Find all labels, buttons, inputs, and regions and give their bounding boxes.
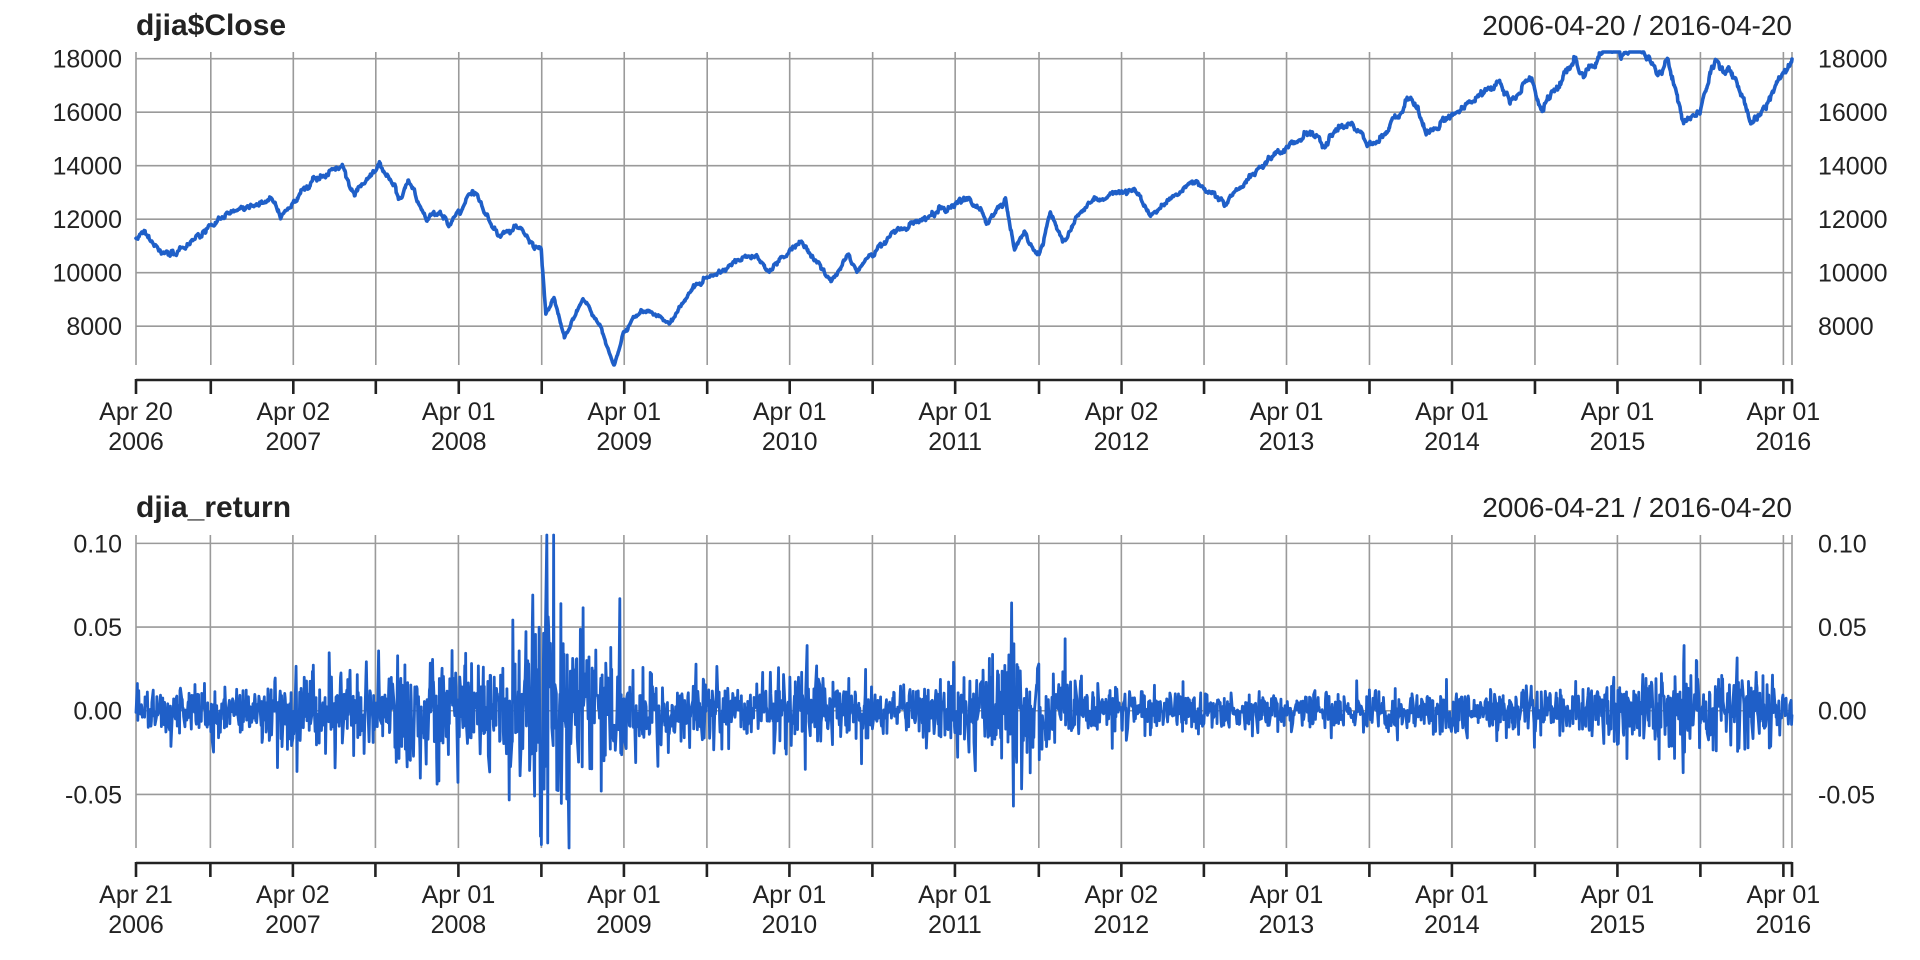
x-tick-label-year: 2009	[596, 428, 652, 456]
panel-2-left-y-axis: 0.10 0.05 0.00 -0.05	[65, 530, 122, 809]
series-line	[134, 50, 1794, 367]
y-tick-label-right: 0.00	[1818, 698, 1867, 726]
panel-2-right-y-axis: 0.10 0.05 0.00 -0.05	[1818, 530, 1875, 809]
y-tick-label-left: 18000	[52, 46, 122, 74]
panel-2-date-range: 2006-04-21 / 2016-04-20	[1482, 492, 1792, 523]
x-tick-label: Apr 01	[1250, 398, 1324, 426]
x-tick-label-year: 2012	[1094, 428, 1150, 456]
x-tick-label: Apr 01	[753, 881, 827, 909]
x-tick-label: Apr 01	[1581, 398, 1655, 426]
y-tick-label-right: 18000	[1818, 46, 1888, 74]
x-tick-label: Apr 01	[918, 881, 992, 909]
y-tick-label-left: 10000	[52, 260, 122, 288]
x-tick-label: Apr 01	[422, 881, 496, 909]
x-tick-label-year: 2014	[1424, 911, 1480, 939]
x-tick-label: Apr 01	[587, 398, 661, 426]
y-tick-label-left: 16000	[52, 99, 122, 127]
x-tick-label: Apr 01	[918, 398, 992, 426]
x-tick-label-year: 2013	[1259, 428, 1315, 456]
x-tick-label-year: 2013	[1259, 911, 1315, 939]
x-tick-label: Apr 01	[1415, 881, 1489, 909]
panel-return: djia_return 2006-04-21 / 2016-04-20 0.10…	[65, 491, 1875, 939]
panel-1-right-y-axis: 18000 16000 14000 12000 10000 8000	[1818, 46, 1888, 342]
panel-1-title: djia$Close	[136, 9, 286, 42]
y-tick-label-left: 0.10	[73, 530, 122, 558]
x-tick-label-year: 2011	[928, 911, 982, 939]
x-tick-label: Apr 02	[1085, 398, 1159, 426]
x-tick-label-year: 2007	[265, 911, 321, 939]
y-tick-label-right: 0.10	[1818, 530, 1867, 558]
x-tick-label-year: 2011	[928, 428, 982, 456]
x-tick-label: Apr 01	[1581, 881, 1655, 909]
y-tick-label-left: 12000	[52, 206, 122, 234]
y-tick-label-right: 8000	[1818, 313, 1874, 341]
x-tick-label-year: 2010	[762, 911, 818, 939]
panel-1-grid	[135, 52, 1793, 365]
series-line	[134, 533, 1794, 850]
y-tick-label-left: 0.00	[73, 698, 122, 726]
x-tick-label-year: 2015	[1590, 911, 1646, 939]
x-tick-label-year: 2006	[108, 911, 164, 939]
panel-1-left-y-axis: 18000 16000 14000 12000 10000 8000	[52, 46, 122, 342]
x-tick-label: Apr 01	[1415, 398, 1489, 426]
x-tick-label-year: 2008	[431, 911, 487, 939]
x-tick-label-year: 2007	[265, 428, 321, 456]
y-tick-label-right: 16000	[1818, 99, 1888, 127]
x-tick-label-year: 2010	[762, 428, 818, 456]
x-tick-label-year: 2012	[1094, 911, 1150, 939]
x-tick-label: Apr 01	[753, 398, 827, 426]
y-tick-label-left: -0.05	[65, 781, 122, 809]
x-tick-label: Apr 01	[422, 398, 496, 426]
y-tick-label-right: 10000	[1818, 260, 1888, 288]
x-tick-label-year: 2014	[1424, 428, 1480, 456]
x-tick-label: Apr 02	[256, 881, 330, 909]
y-tick-label-right: 14000	[1818, 153, 1888, 181]
panel-close: djia$Close 2006-04-20 / 2016-04-20 18000…	[52, 9, 1887, 456]
x-tick-label: Apr 01	[1747, 881, 1821, 909]
y-tick-label-right: 12000	[1818, 206, 1888, 234]
x-tick-label-year: 2015	[1590, 428, 1646, 456]
y-tick-label-left: 8000	[66, 313, 122, 341]
panel-2-title: djia_return	[136, 491, 291, 524]
x-tick-label-year: 2008	[431, 428, 487, 456]
x-tick-label: Apr 02	[1085, 881, 1159, 909]
x-tick-label-year: 2009	[596, 911, 652, 939]
x-tick-label: Apr 01	[587, 881, 661, 909]
y-tick-label-right: -0.05	[1818, 781, 1875, 809]
x-tick-label-year: 2016	[1756, 911, 1812, 939]
panel-1-date-range: 2006-04-20 / 2016-04-20	[1482, 10, 1792, 41]
y-tick-label-right: 0.05	[1818, 614, 1867, 642]
x-tick-label: Apr 21	[99, 881, 173, 909]
x-tick-label: Apr 01	[1747, 398, 1821, 426]
y-tick-label-left: 14000	[52, 153, 122, 181]
x-tick-label: Apr 20	[99, 398, 173, 426]
y-tick-label-left: 0.05	[73, 614, 122, 642]
panel-2-series	[134, 533, 1794, 850]
x-tick-label: Apr 01	[1250, 881, 1324, 909]
x-tick-label-year: 2006	[108, 428, 164, 456]
x-tick-label-year: 2016	[1756, 428, 1812, 456]
x-tick-label: Apr 02	[256, 398, 330, 426]
panel-1-series	[134, 50, 1794, 367]
